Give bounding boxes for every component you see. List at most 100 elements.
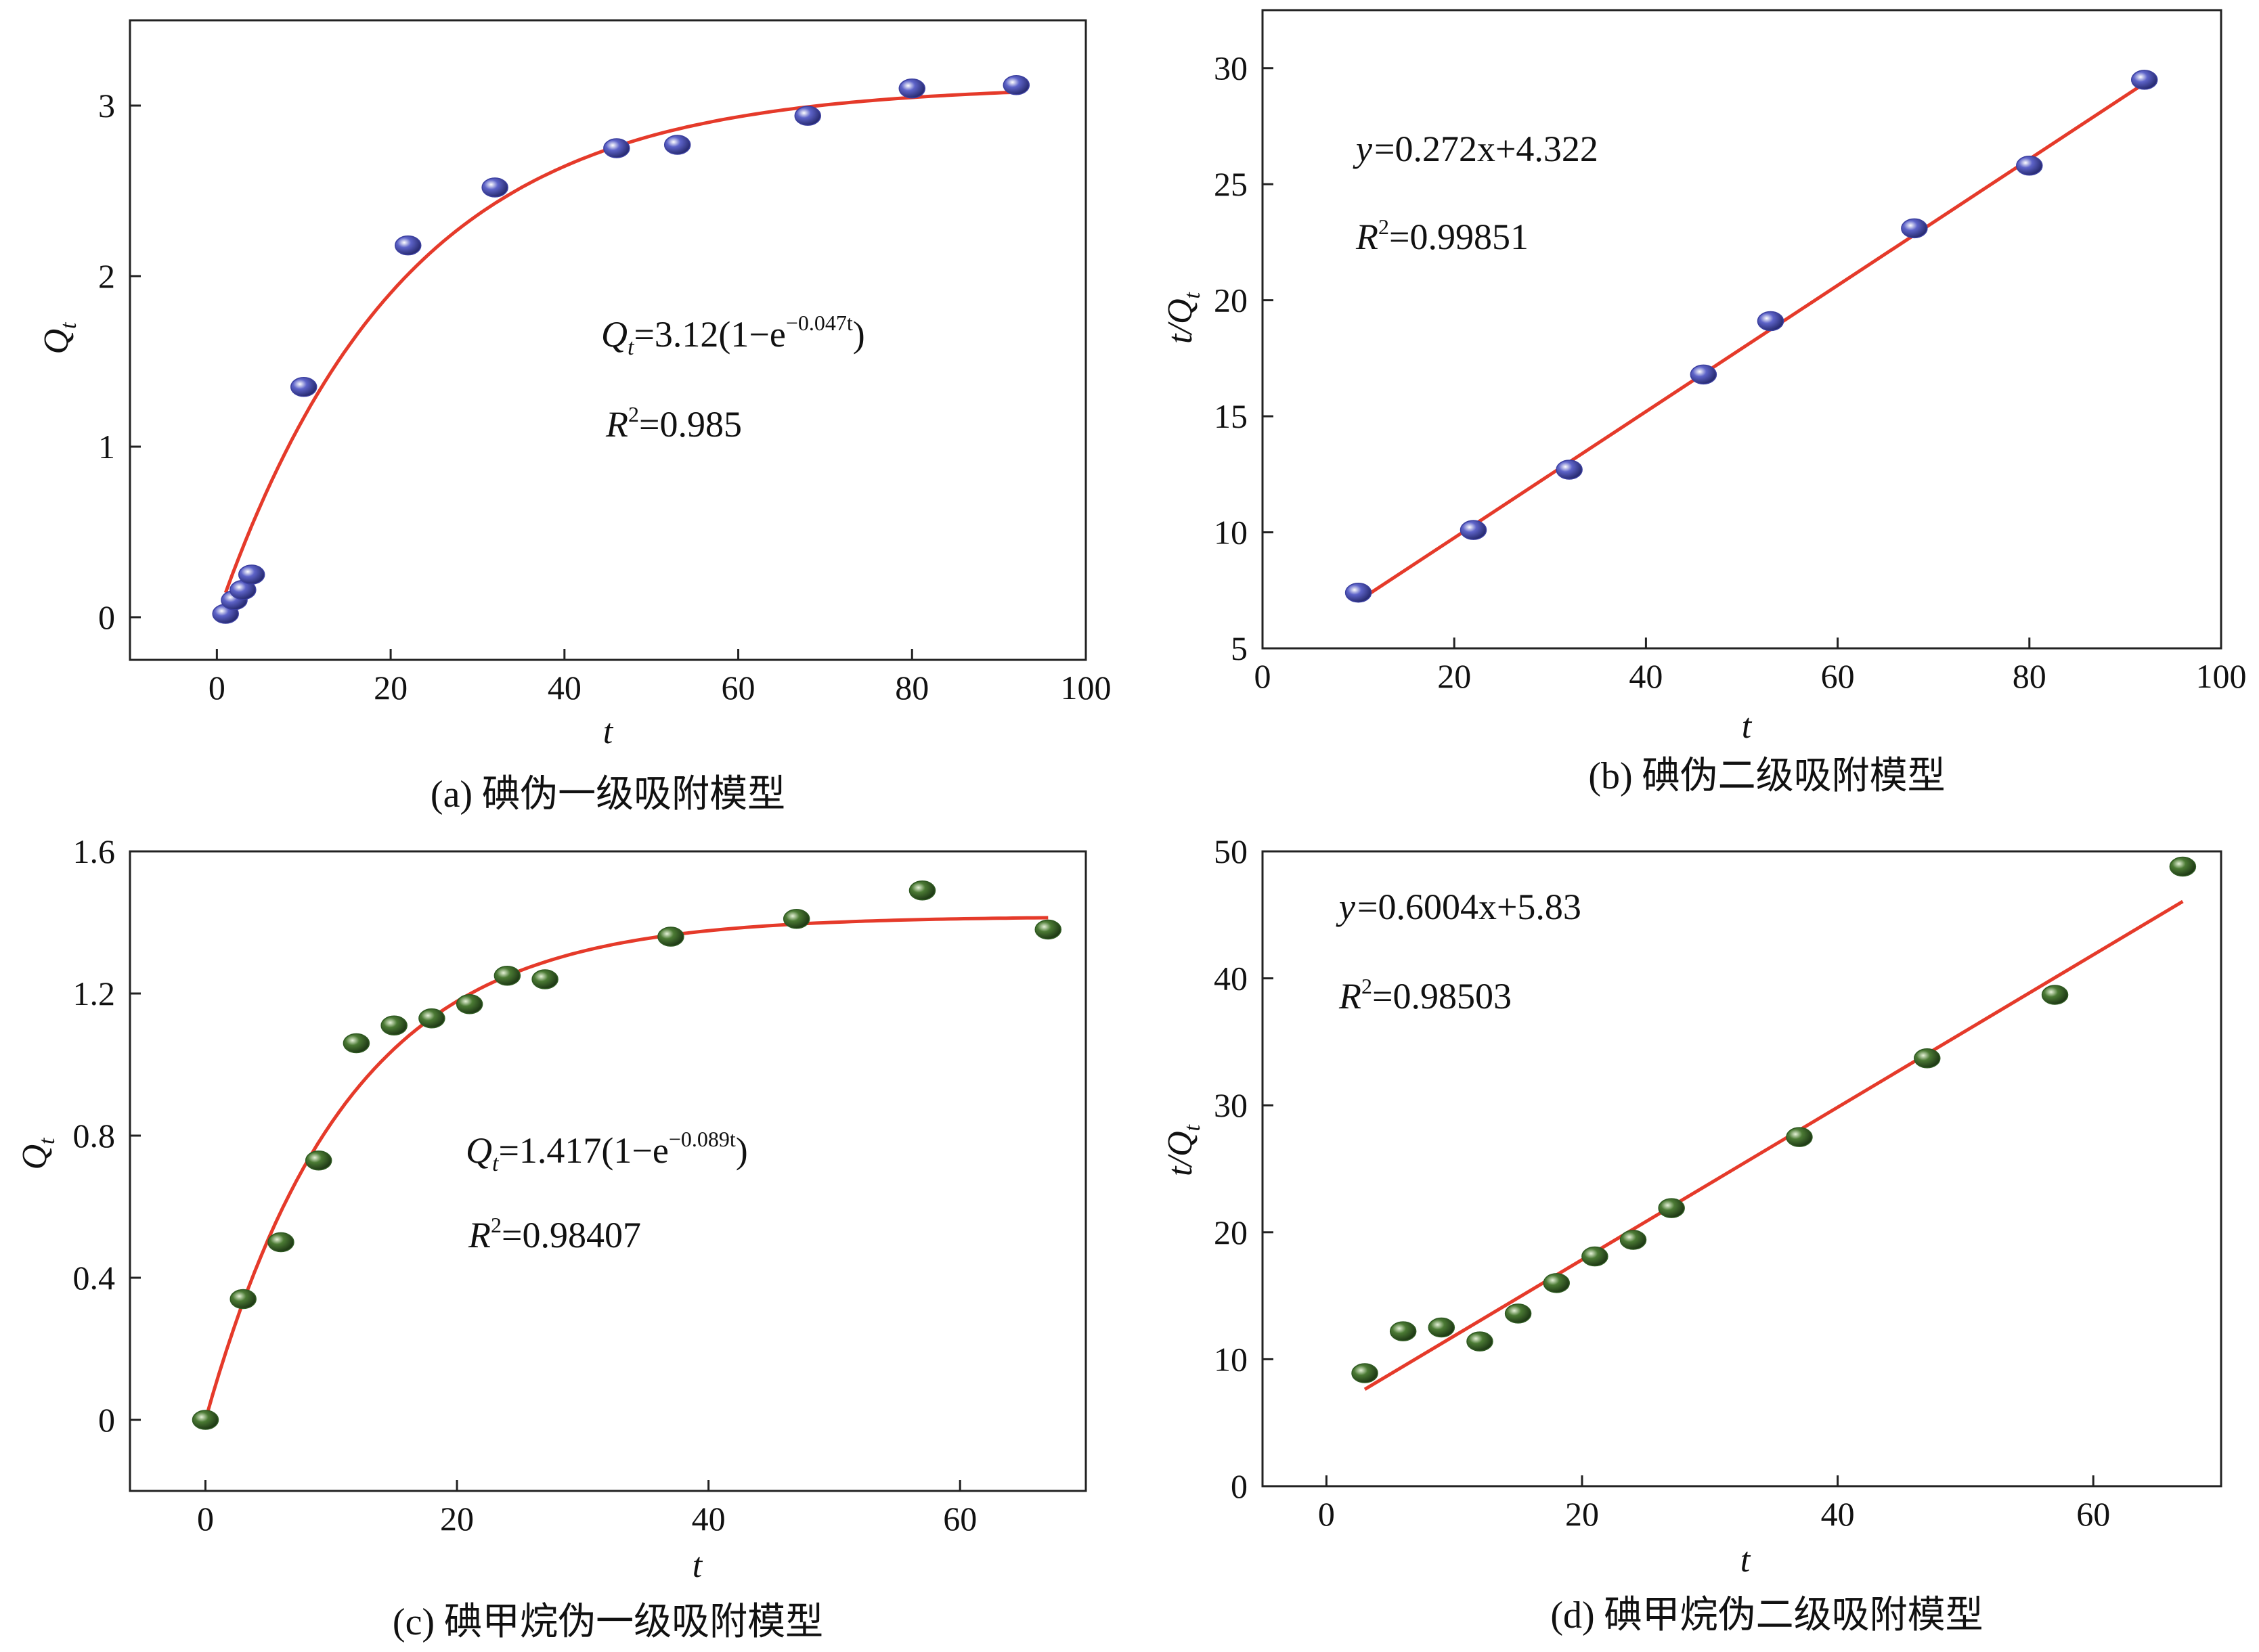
panel-c-fit-curve [204,916,1049,1421]
panel-d-xtick-label: 60 [2076,1495,2110,1533]
panel-c-ytick-label: 0.4 [73,1259,116,1297]
panel-d-data-point-marker [1658,1198,1685,1218]
panel-c-fit-line [204,916,1049,1421]
panel-c-data-point [531,969,558,989]
panel-b-data-point-marker [2130,70,2158,90]
panel-d-chart: 0 20 40 60 0 10 20 30 40 50 t t/Qt y =0.6004x+5.8… [1161,832,2222,1636]
panel-a-ytick-label: 2 [98,257,115,295]
panel-d-ytick-label: 50 [1214,832,1248,870]
panel-d-data-point [1466,1331,1493,1352]
panel-a-data-point [238,564,265,585]
panel-d-data-point-marker [1389,1321,1417,1341]
panel-a-data-point-marker [603,138,630,158]
panel-b-data-point-marker [2016,155,2043,176]
panel-c-data-point [267,1232,294,1253]
panel-c-data-point-marker [783,909,810,929]
panel-c-xtick-label: 60 [943,1500,977,1538]
panel-c-data-point-marker [418,1008,445,1029]
panel-c-points [192,880,1062,1430]
panel-d-data-point-marker [1786,1127,1813,1147]
panel-d-xtick-label: 20 [1565,1495,1599,1533]
panel-d-data-point [1786,1127,1813,1147]
panel-d-frame [1261,850,2222,1488]
panel-a-data-point-marker [395,235,422,256]
panel-c-data-point-marker [657,927,684,947]
panel-d-ticks: 0 20 40 60 0 10 20 30 40 50 [1214,832,2110,1533]
panel-b-xtick-label: 0 [1254,657,1271,695]
panel-a-data-point-marker [238,564,265,585]
panel-d-fit-line [1363,899,2184,1391]
panel-a-caption: (a) 碘伪一级吸附模型 [431,774,785,816]
panel-d-ylabel: t/Qt [1161,1124,1205,1176]
panel-b-data-point [1460,520,1487,540]
panel-b-xtick-label: 100 [2196,657,2247,695]
panel-c-data-point-marker [343,1033,370,1054]
panel-d-data-point [1658,1198,1685,1218]
panel-a-data-point-marker [794,106,821,126]
panel-a-ytick-label: 0 [98,598,115,636]
panel-b-data-point [1757,311,1784,332]
panel-d-xtick-label: 0 [1318,1495,1335,1533]
panel-d-xtick-label: 40 [1821,1495,1855,1533]
panel-d-data-point-marker [2041,985,2069,1005]
panel-b-data-point-marker [1556,460,1583,480]
panel-d-r2: R2=0.98503 [1338,974,1512,1017]
panel-d-data-point-marker [1428,1317,1455,1338]
panel-a-data-point [395,235,422,256]
panel-a-ylabel: Qt [37,321,81,355]
panel-a-ytick-label: 1 [98,428,115,466]
panel-d-data-point [1914,1048,1941,1069]
panel-b-data-point [2016,155,2043,176]
panel-a-xtick-label: 0 [209,669,225,707]
panel-a-xtick-label: 80 [895,669,929,707]
panel-d-data-point-marker [2169,856,2197,877]
panel-a-xtick-label: 20 [374,669,408,707]
panel-d-data-point [1351,1363,1378,1383]
panel-b-data-point-marker [1460,520,1487,540]
panel-a-ticks: 0 20 40 60 80 100 0 1 2 3 [98,87,1112,707]
panel-c-data-point-marker [305,1151,332,1171]
panel-b-fit-curve [1357,82,2146,603]
panel-a-chart: 0 20 40 60 80 100 0 1 2 3 t Qt Qt=3.12(1−e−0.047t… [37,19,1112,816]
panel-d-data-point [1504,1303,1532,1324]
panel-b-ylabel: t/Qt [1161,292,1205,344]
panel-b-frame [1261,9,2222,650]
panel-b-xtick-label: 40 [1629,657,1663,695]
panel-b-ticks: 0 20 40 60 80 100 5 10 15 20 25 30 [1214,49,2247,695]
panel-a-xlabel: t [603,713,614,751]
panel-b-caption: (b) 碘伪二级吸附模型 [1588,755,1945,797]
panel-c-data-point-marker [456,994,483,1014]
panel-c-ytick-label: 1.6 [73,832,116,870]
panel-c-xtick-label: 20 [440,1500,474,1538]
panel-b-data-point-marker [1344,582,1372,603]
panel-d-caption: (d) 碘甲烷伪二级吸附模型 [1550,1594,1983,1636]
panel-d-data-point [1619,1230,1647,1250]
panel-a-data-point-marker [1003,75,1030,95]
panel-d-data-point [1543,1273,1570,1293]
panel-c-ylabel: Qt [16,1137,60,1170]
panel-c-data-point [192,1410,219,1430]
panel-b-data-point-marker [1901,218,1928,239]
panel-d-data-point [1581,1246,1608,1267]
panel-d-ytick-label: 30 [1214,1086,1248,1124]
panel-c-chart: 0 20 40 60 0 0.4 0.8 1.2 1.6 t Qt Qt=1.417(1−e−0… [16,832,1087,1643]
panel-d-data-point [2041,985,2069,1005]
panel-c-data-point-marker [229,1289,257,1310]
panel-b-data-point [1690,364,1717,385]
panel-c-data-point-marker [267,1232,294,1253]
panel-a-points [212,75,1030,624]
panel-c-data-point-marker [494,966,521,986]
panel-a-data-point [898,79,926,99]
panel-d-data-point [1389,1321,1417,1341]
panel-d-data-point-marker [1619,1230,1647,1250]
panel-c-data-point-marker [192,1410,219,1430]
panel-d-fit-curve [1363,899,2184,1391]
panel-d-data-point-marker [1351,1363,1378,1383]
panel-d-data-point [2169,856,2197,877]
panel-b-xtick-label: 20 [1437,657,1471,695]
panel-c-ticks: 0 20 40 60 0 0.4 0.8 1.2 1.6 [73,832,978,1538]
panel-c-data-point [380,1015,408,1035]
panel-b-ytick-label: 15 [1214,397,1248,435]
panel-a-data-point [1003,75,1030,95]
